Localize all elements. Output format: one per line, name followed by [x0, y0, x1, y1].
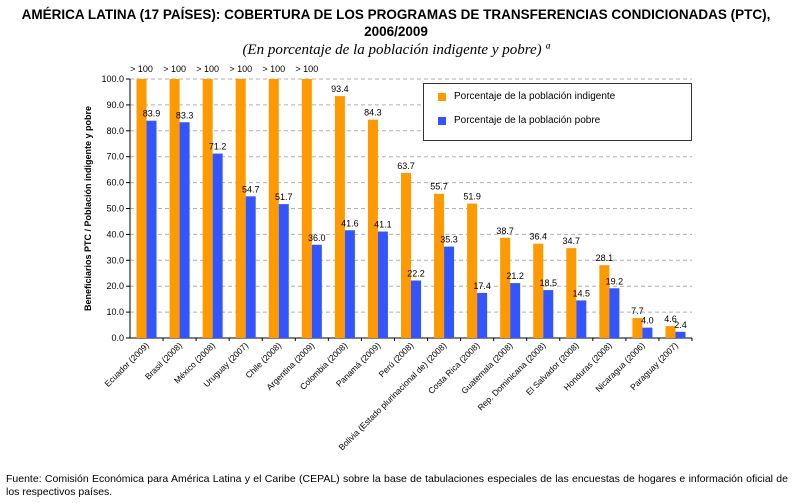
data-label-pobre: 83.9 — [143, 109, 161, 119]
data-label-pobre: 54.7 — [242, 184, 260, 194]
y-tick-label: 80.0 — [106, 126, 124, 136]
y-tick-label: 0.0 — [111, 333, 124, 343]
data-label-pobre: 17.4 — [473, 281, 491, 291]
bar-pobre — [311, 244, 322, 338]
legend-swatch-indigente — [438, 92, 446, 101]
bar-pobre — [411, 280, 421, 338]
bar-pobre — [278, 204, 289, 338]
y-tick-label: 10.0 — [106, 307, 124, 317]
data-label-indigente: > 100 — [262, 64, 285, 74]
bar-pobre — [146, 120, 157, 338]
bar-pobre — [675, 331, 686, 338]
bar-pobre — [510, 283, 521, 338]
bar-indigente — [533, 243, 544, 338]
data-label-indigente: 36.4 — [529, 232, 547, 242]
y-tick-label: 30.0 — [106, 255, 124, 265]
bar-indigente — [202, 79, 213, 338]
bar-indigente — [301, 79, 312, 338]
y-tick-label: 90.0 — [106, 100, 124, 110]
data-label-pobre: 35.3 — [440, 235, 458, 245]
y-tick-label: 50.0 — [106, 204, 124, 214]
data-label-pobre: 19.2 — [606, 276, 624, 286]
data-label-indigente: 7.7 — [631, 306, 644, 316]
legend-label-pobre: Porcentaje de la población pobre — [454, 115, 601, 126]
bar-indigente — [467, 203, 478, 338]
data-label-pobre: 41.6 — [341, 218, 359, 228]
data-label-pobre: 14.5 — [573, 288, 591, 298]
bar-indigente — [566, 248, 577, 338]
legend-label-indigente: Porcentaje de la población indigente — [454, 91, 616, 102]
bar-pobre — [212, 153, 223, 338]
bar-chart: 0.0 10.0 20.0 30.0 40.0 50.0 60.0 70.0 80.0 90.0 1… — [83, 64, 693, 452]
bar-indigente — [169, 79, 180, 338]
bar-pobre — [179, 122, 190, 339]
bar-pobre — [444, 246, 455, 338]
data-label-indigente: 4.6 — [664, 314, 677, 324]
legend: Porcentaje de la población indigente Por… — [423, 83, 692, 141]
data-label-indigente: 63.7 — [397, 161, 415, 171]
data-label-pobre: 4.0 — [641, 316, 654, 326]
bar-indigente — [136, 79, 147, 338]
bar-indigente — [632, 318, 643, 338]
bar-indigente — [235, 79, 246, 338]
y-tick-label: 100.0 — [101, 74, 124, 84]
data-label-pobre: 36.0 — [308, 233, 326, 243]
data-label-indigente: 51.9 — [463, 192, 481, 202]
data-label-indigente: 55.7 — [430, 182, 448, 192]
data-label-pobre: 2.4 — [674, 320, 687, 330]
data-label-pobre: 18.5 — [539, 278, 557, 288]
data-label-indigente: > 100 — [130, 64, 153, 74]
bar-pobre — [576, 300, 587, 338]
data-label-indigente: > 100 — [229, 64, 252, 74]
data-label-indigente: 38.7 — [496, 226, 514, 236]
data-label-pobre: 51.7 — [275, 192, 293, 202]
y-tick-label: 60.0 — [106, 178, 124, 188]
y-tick-label: 40.0 — [106, 229, 124, 239]
legend-swatch-pobre — [438, 116, 446, 125]
bar-indigente — [599, 265, 610, 338]
data-label-pobre: 41.1 — [374, 220, 392, 230]
bar-pobre — [477, 292, 488, 338]
bar-indigente — [401, 173, 411, 338]
bar-indigente — [268, 79, 279, 338]
legend-item-indigente: Porcentaje de la población indigente — [438, 91, 615, 102]
data-label-indigente: 28.1 — [596, 253, 614, 263]
data-label-indigente: 93.4 — [331, 84, 349, 94]
data-label-pobre: 22.2 — [407, 269, 425, 279]
data-label-pobre: 21.2 — [506, 271, 524, 281]
legend-item-pobre: Porcentaje de la población pobre — [438, 115, 600, 126]
bar-pobre — [245, 196, 256, 338]
data-label-indigente: > 100 — [163, 64, 186, 74]
data-label-indigente: > 100 — [196, 64, 219, 74]
bar-indigente — [434, 193, 445, 338]
chart-title: AMÉRICA LATINA (17 PAÍSES): COBERTURA DE… — [21, 7, 771, 39]
data-label-indigente: > 100 — [295, 64, 318, 74]
data-label-indigente: 34.7 — [563, 236, 581, 246]
bar-pobre — [609, 288, 620, 338]
bar-pobre — [344, 230, 355, 338]
bar-indigente — [334, 96, 345, 339]
chart-subtitle: (En porcentaje de la población indigente… — [242, 42, 550, 58]
y-tick-label: 70.0 — [106, 152, 124, 162]
data-label-pobre: 83.3 — [176, 110, 194, 120]
bar-pobre — [543, 290, 554, 338]
bar-pobre — [377, 231, 388, 338]
data-label-indigente: 84.3 — [364, 108, 382, 118]
x-category-label: Ecuador (2009) — [102, 340, 151, 389]
y-axis-label: Beneficiarios PTC / Población indigente … — [83, 106, 93, 311]
data-label-pobre: 71.2 — [209, 142, 227, 152]
bar-indigente — [665, 326, 676, 338]
y-tick-label: 20.0 — [106, 281, 124, 291]
bar-indigente — [500, 237, 511, 338]
source-note: Fuente: Comisión Económica para América … — [6, 473, 788, 498]
bar-indigente — [367, 119, 378, 339]
bar-pobre — [642, 327, 653, 338]
